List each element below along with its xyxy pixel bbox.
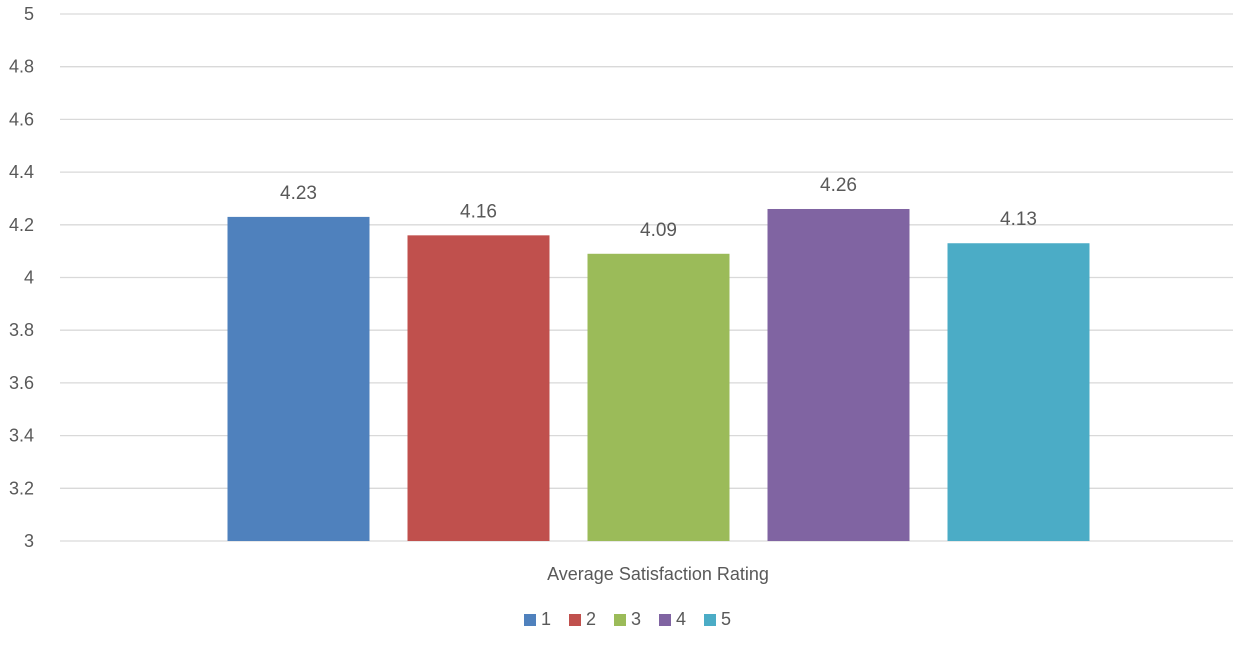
data-label-series-3: 4.09 <box>640 220 677 241</box>
bar-series-4 <box>767 208 910 542</box>
bar-series-3 <box>587 253 730 541</box>
legend-swatch-2 <box>569 614 581 626</box>
bar-series-5 <box>947 243 1090 541</box>
legend-label-5: 5 <box>721 609 731 629</box>
y-axis-tick-labels: 3 3.2 3.4 3.6 3.8 4 4.2 4.4 4.6 4.8 5 <box>9 4 34 551</box>
data-label-series-4: 4.26 <box>820 175 857 196</box>
data-labels: 4.23 4.16 4.09 4.26 4.13 <box>280 175 1037 241</box>
y-tick-label: 4.8 <box>9 57 34 77</box>
x-axis-category-label: Average Satisfaction Rating <box>547 564 769 584</box>
legend-swatch-1 <box>524 614 536 626</box>
legend-swatch-5 <box>704 614 716 626</box>
data-label-series-2: 4.16 <box>460 201 497 222</box>
y-tick-label: 3.2 <box>9 478 34 498</box>
bar-series-1 <box>227 216 370 541</box>
y-tick-label: 3.8 <box>9 320 34 340</box>
y-tick-label: 4.6 <box>9 109 34 129</box>
bars <box>227 208 1090 542</box>
data-label-series-1: 4.23 <box>280 183 317 204</box>
y-tick-label: 3.4 <box>9 426 34 446</box>
y-tick-label: 4 <box>24 268 34 288</box>
bar-series-2 <box>407 235 550 541</box>
legend-label-2: 2 <box>586 609 596 629</box>
data-label-series-5: 4.13 <box>1000 209 1037 230</box>
legend-label-1: 1 <box>541 609 551 629</box>
y-tick-label: 3.6 <box>9 373 34 393</box>
legend: 1 2 3 4 5 <box>524 609 731 629</box>
y-tick-label: 3 <box>24 531 34 551</box>
legend-swatch-4 <box>659 614 671 626</box>
legend-label-3: 3 <box>631 609 641 629</box>
legend-swatch-3 <box>614 614 626 626</box>
y-tick-label: 4.2 <box>9 215 34 235</box>
y-tick-label: 5 <box>24 4 34 24</box>
legend-label-4: 4 <box>676 609 686 629</box>
y-tick-label: 4.4 <box>9 162 34 182</box>
